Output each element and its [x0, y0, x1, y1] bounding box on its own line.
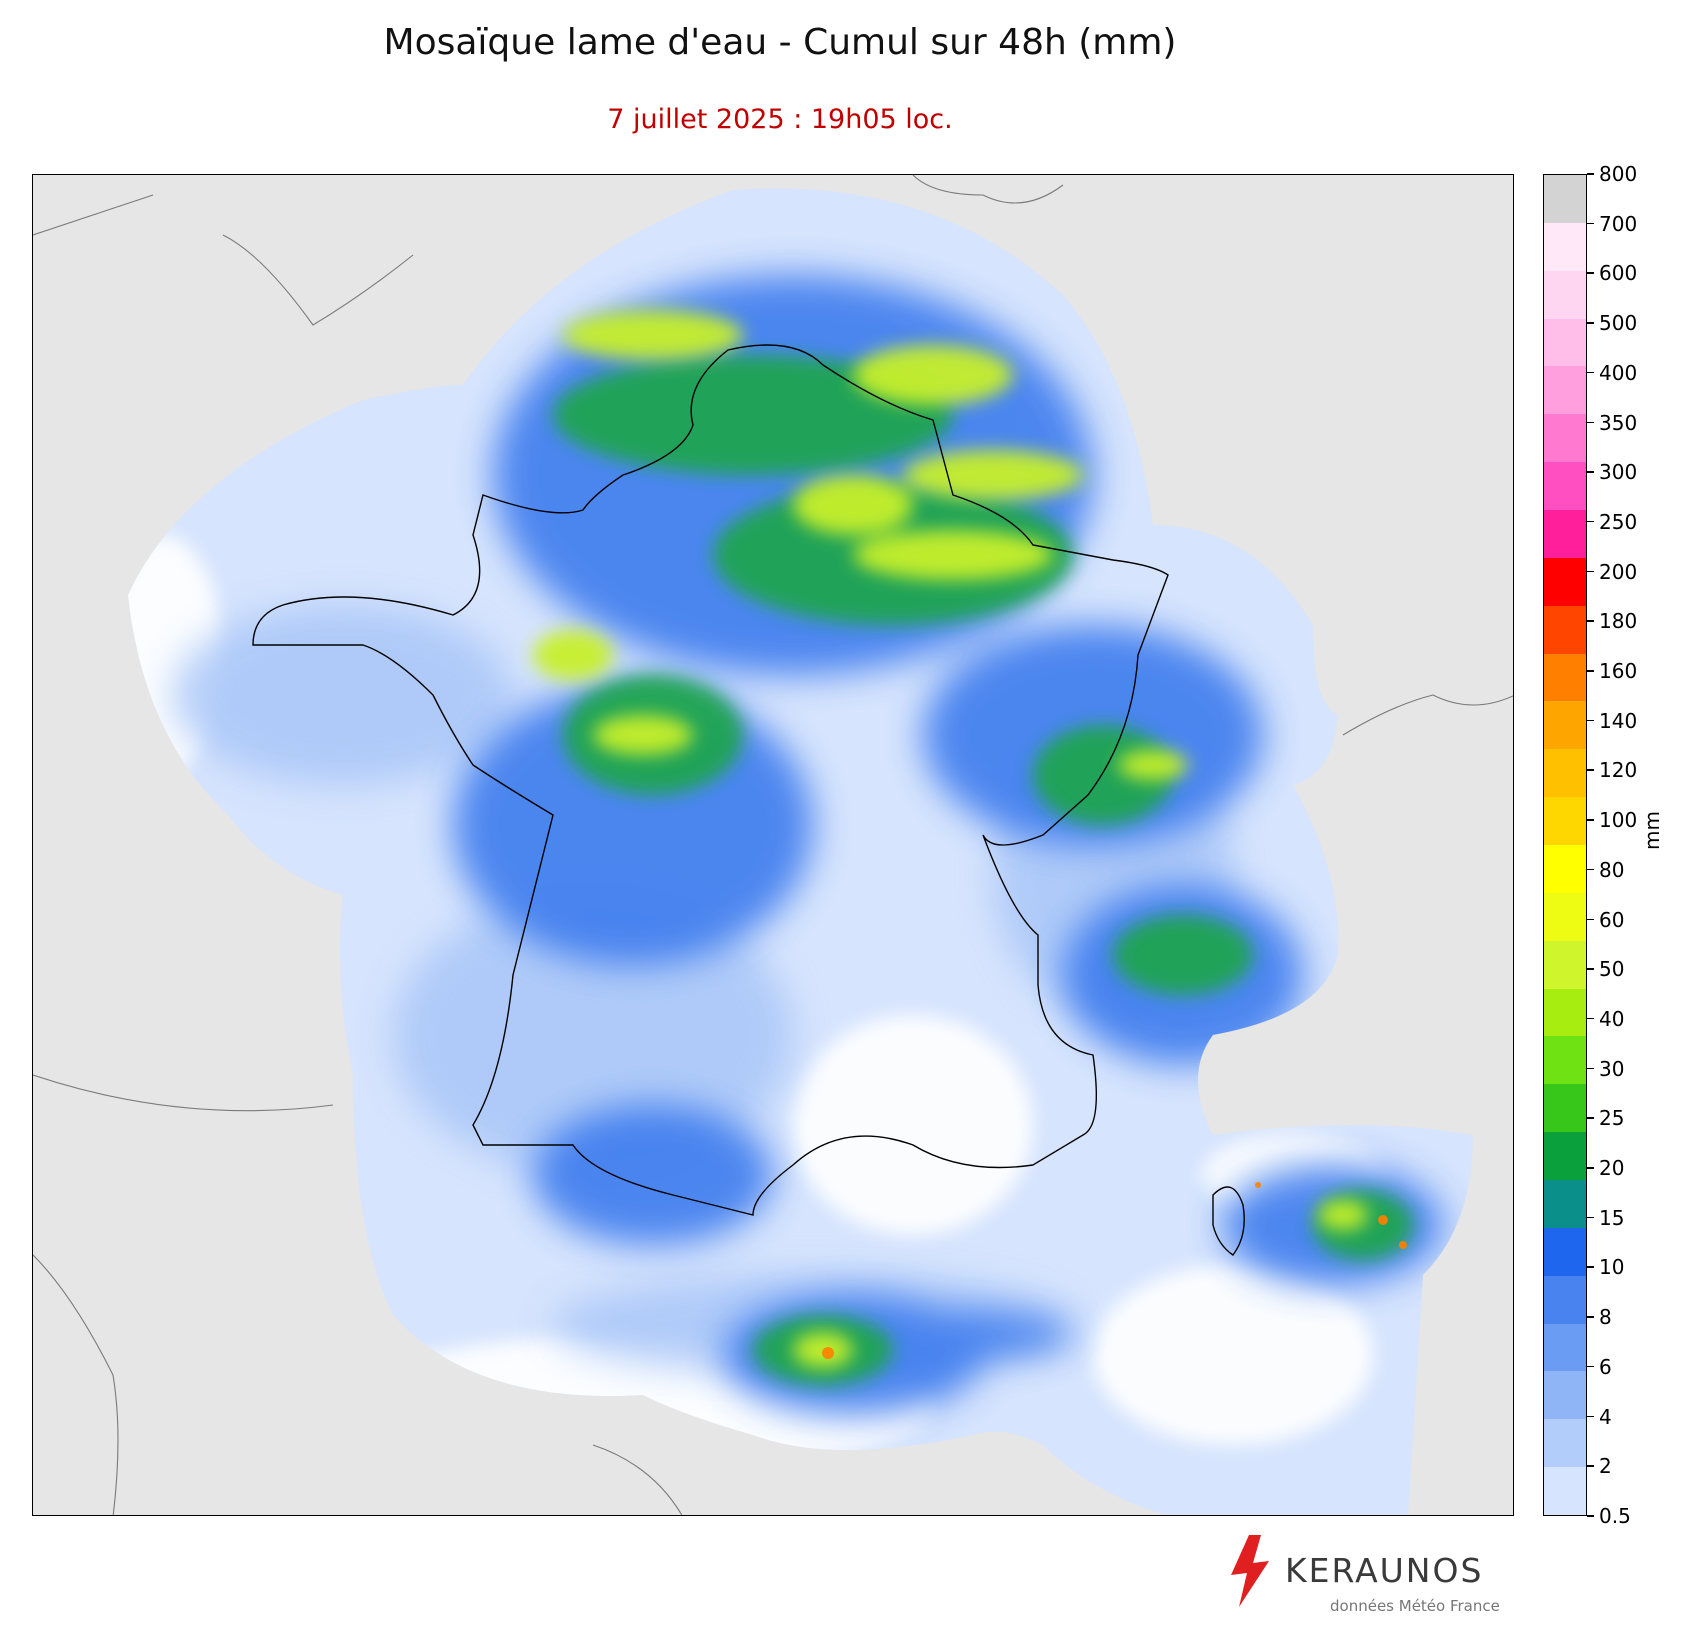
- colorbar-tick-label: 80: [1599, 857, 1625, 882]
- colorbar-segment: [1544, 414, 1586, 463]
- colorbar-segment: [1544, 1084, 1586, 1133]
- colorbar-segment: [1544, 1371, 1586, 1420]
- colorbar-tick-label: 40: [1599, 1006, 1625, 1031]
- colorbar-segment: [1544, 366, 1586, 415]
- colorbar-segment: [1544, 1036, 1586, 1085]
- colorbar-tick-label: 700: [1599, 211, 1638, 236]
- colorbar: [1543, 174, 1587, 1516]
- colorbar-tick-label: 25: [1599, 1106, 1625, 1131]
- colorbar-tick-label: 0.5: [1599, 1504, 1631, 1528]
- colorbar-segment: [1544, 844, 1586, 893]
- colorbar-tick-label: 300: [1599, 460, 1638, 485]
- colorbar-tick-label: 4: [1599, 1404, 1612, 1429]
- colorbar-unit-label: mm: [1640, 811, 1664, 850]
- colorbar-ticks: 0.5 2 4 6 8 10 15 20 25 30 40 50 60 80 100 120 140 160 180…: [1587, 162, 1647, 1528]
- colorbar-segment: [1544, 797, 1586, 845]
- colorbar-tick-label: 6: [1599, 1354, 1612, 1379]
- colorbar-tick-label: 200: [1599, 559, 1638, 584]
- lightning-bolt-icon: [1231, 1535, 1269, 1607]
- keraunos-logo: KERAUNOS données Météo France: [1225, 1535, 1525, 1615]
- colorbar-segment: [1544, 701, 1586, 750]
- colorbar-tick-label: 180: [1599, 609, 1638, 634]
- colorbar-segment: [1544, 222, 1586, 271]
- map-subtitle-datetime: 7 juillet 2025 : 19h05 loc.: [607, 104, 953, 135]
- colorbar-tick-label: 350: [1599, 410, 1638, 435]
- colorbar-segment: [1544, 270, 1586, 319]
- logo-name: KERAUNOS: [1285, 1551, 1484, 1590]
- colorbar-tick-label: 2: [1599, 1454, 1612, 1479]
- map-title: Mosaïque lame d'eau - Cumul sur 48h (mm): [383, 22, 1177, 63]
- colorbar-tick-label: 400: [1599, 360, 1638, 385]
- colorbar-segment: [1544, 318, 1586, 367]
- colorbar-segment: [1544, 1467, 1586, 1515]
- colorbar-segment: [1544, 1323, 1586, 1372]
- precipitation-layer: [128, 275, 1443, 1475]
- colorbar-segment: [1544, 988, 1586, 1037]
- colorbar-tick-label: 50: [1599, 957, 1625, 982]
- colorbar-tick-label: 8: [1599, 1305, 1612, 1330]
- colorbar-tick-label: 800: [1599, 162, 1638, 186]
- colorbar-tick-label: 10: [1599, 1255, 1625, 1280]
- colorbar-tick-label: 250: [1599, 509, 1638, 534]
- colorbar-tick-label: 30: [1599, 1056, 1625, 1081]
- colorbar-segment: [1544, 1179, 1586, 1228]
- colorbar-tick-label: 160: [1599, 659, 1638, 684]
- logo-credit: données Météo France: [1330, 1597, 1500, 1615]
- colorbar-segment: [1544, 462, 1586, 510]
- colorbar-segment: [1544, 1132, 1586, 1180]
- colorbar-tick-label: 60: [1599, 907, 1625, 932]
- colorbar-segment: [1544, 892, 1586, 941]
- colorbar-tick-label: 20: [1599, 1156, 1625, 1181]
- neighbour-borders: [33, 175, 1513, 1515]
- colorbar-tick-label: 100: [1599, 808, 1638, 833]
- colorbar-segment: [1544, 749, 1586, 798]
- colorbar-segment: [1544, 557, 1586, 606]
- colorbar-segment: [1544, 605, 1586, 654]
- colorbar-segment: [1544, 509, 1586, 558]
- colorbar-segment: [1544, 174, 1586, 223]
- colorbar-segment: [1544, 940, 1586, 989]
- colorbar-tick-label: 140: [1599, 708, 1638, 733]
- colorbar-tick-label: 15: [1599, 1205, 1625, 1230]
- colorbar-tick-label: 120: [1599, 758, 1638, 783]
- rainfall-map-svg: [33, 175, 1513, 1515]
- colorbar-segment: [1544, 653, 1586, 702]
- colorbar-segment: [1544, 1227, 1586, 1276]
- rainfall-map: [32, 174, 1514, 1516]
- colorbar-tick-label: 600: [1599, 261, 1638, 286]
- coastline-borders: [252, 344, 1245, 1256]
- colorbar-segment: [1544, 1275, 1586, 1324]
- colorbar-segment: [1544, 1419, 1586, 1468]
- colorbar-tick-label: 500: [1599, 311, 1638, 336]
